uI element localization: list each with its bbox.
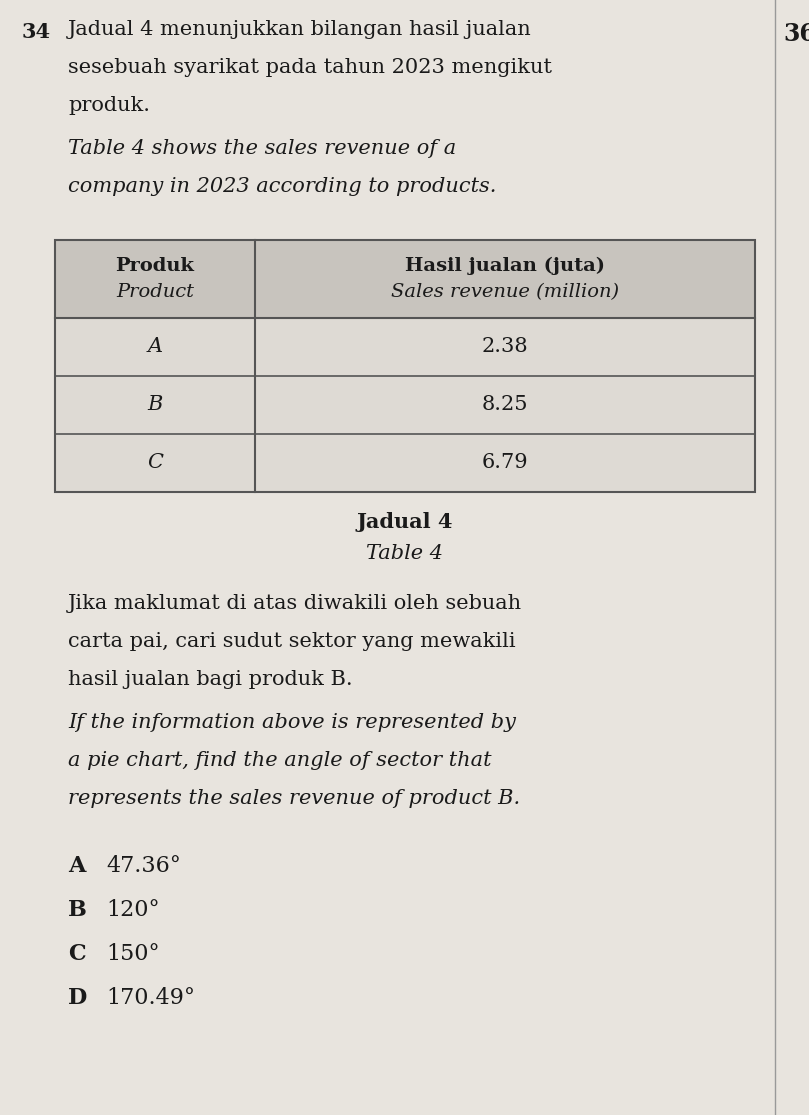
Text: C: C (147, 454, 163, 473)
Text: a pie chart, find the angle of sector that: a pie chart, find the angle of sector th… (68, 752, 492, 770)
Text: Produk: Produk (116, 256, 194, 275)
Text: 47.36°: 47.36° (106, 855, 181, 878)
Text: B: B (68, 899, 87, 921)
Text: Table 4: Table 4 (366, 544, 443, 563)
Bar (55, 240, 755, 492)
Text: 150°: 150° (106, 943, 159, 964)
Text: produk.: produk. (68, 96, 150, 115)
Text: 120°: 120° (106, 899, 159, 921)
Text: D: D (68, 987, 87, 1009)
Bar (55, 318, 755, 376)
Text: Sales revenue (million): Sales revenue (million) (391, 283, 619, 301)
Text: 2.38: 2.38 (481, 338, 528, 357)
Bar (55, 434, 755, 492)
Text: 6.79: 6.79 (481, 454, 528, 473)
Text: Jika maklumat di atas diwakili oleh sebuah: Jika maklumat di atas diwakili oleh sebu… (68, 594, 522, 613)
Text: A: A (147, 338, 163, 357)
Text: sesebuah syarikat pada tahun 2023 mengikut: sesebuah syarikat pada tahun 2023 mengik… (68, 58, 552, 77)
Text: Table 4 shows the sales revenue of a: Table 4 shows the sales revenue of a (68, 139, 456, 158)
Text: 8.25: 8.25 (481, 396, 528, 415)
Text: 170.49°: 170.49° (106, 987, 195, 1009)
Text: 34: 34 (22, 22, 51, 42)
Text: If the information above is represented by: If the information above is represented … (68, 712, 516, 733)
Text: Jadual 4 menunjukkan bilangan hasil jualan: Jadual 4 menunjukkan bilangan hasil jual… (68, 20, 532, 39)
Bar (55, 240, 755, 318)
Text: C: C (68, 943, 86, 964)
Text: hasil jualan bagi produk B.: hasil jualan bagi produk B. (68, 670, 353, 689)
Text: Hasil jualan (juta): Hasil jualan (juta) (405, 256, 605, 275)
Text: B: B (147, 396, 163, 415)
Text: carta pai, cari sudut sektor yang mewakili: carta pai, cari sudut sektor yang mewaki… (68, 632, 515, 651)
Text: represents the sales revenue of product B.: represents the sales revenue of product … (68, 789, 520, 808)
Text: Product: Product (116, 283, 194, 301)
Text: Jadual 4: Jadual 4 (357, 512, 453, 532)
Text: A: A (68, 855, 86, 878)
Bar (55, 376, 755, 434)
Text: 36: 36 (784, 22, 809, 46)
Text: company in 2023 according to products.: company in 2023 according to products. (68, 177, 497, 196)
